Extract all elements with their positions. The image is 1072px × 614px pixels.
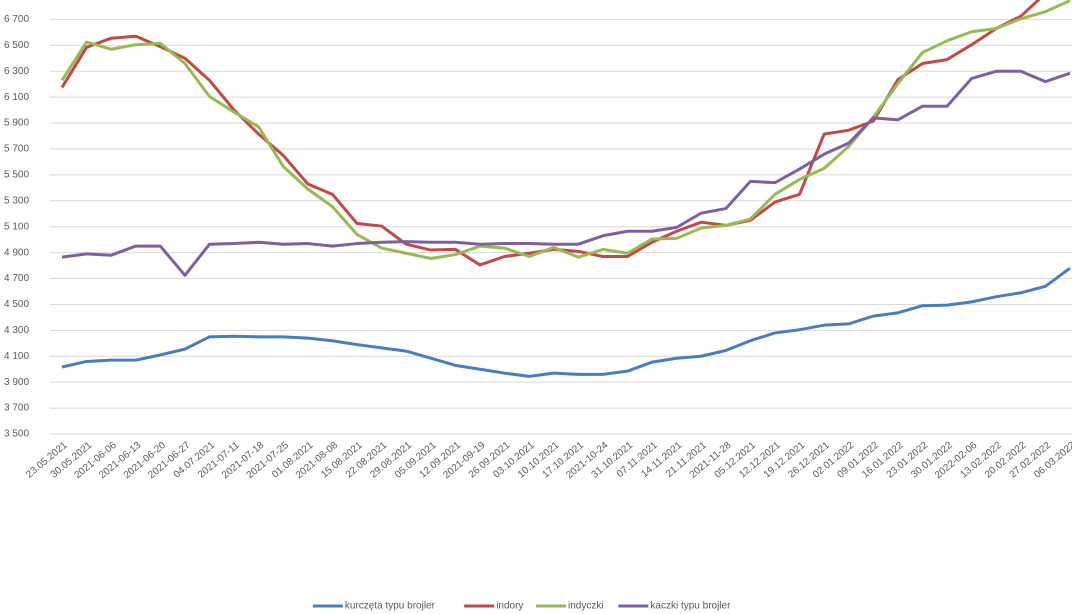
legend-label: indyczki	[568, 601, 604, 612]
y-tick-label: 4 500	[4, 299, 29, 310]
y-tick-label: 4 700	[4, 273, 29, 284]
y-tick-label: 6 100	[4, 92, 29, 103]
legend-label: kaczki typu brojler	[650, 601, 731, 612]
y-tick-label: 4 900	[4, 247, 29, 258]
legend-label: kurczęta typu brojler	[345, 601, 436, 612]
y-tick-label: 5 900	[4, 118, 29, 129]
series-line	[61, 266, 1071, 378]
y-tick-label: 3 500	[4, 429, 29, 440]
series-line	[61, 69, 1071, 277]
y-tick-label: 6 700	[4, 14, 29, 25]
y-tick-label: 6 300	[4, 66, 29, 77]
y-tick-label: 5 500	[4, 170, 29, 181]
y-tick-label: 5 100	[4, 221, 29, 232]
series-line	[60, 0, 1071, 260]
plot-area	[60, 0, 1071, 378]
y-tick-label: 3 700	[4, 403, 29, 414]
y-tick-label: 4 100	[4, 351, 29, 362]
y-tick-label: 4 300	[4, 325, 29, 336]
y-tick-label: 5 700	[4, 144, 29, 155]
series-line	[60, 0, 1041, 267]
y-tick-label: 3 900	[4, 377, 29, 388]
y-tick-label: 5 300	[4, 195, 29, 206]
legend-label: indory	[496, 601, 523, 612]
y-tick-label: 6 500	[4, 40, 29, 51]
